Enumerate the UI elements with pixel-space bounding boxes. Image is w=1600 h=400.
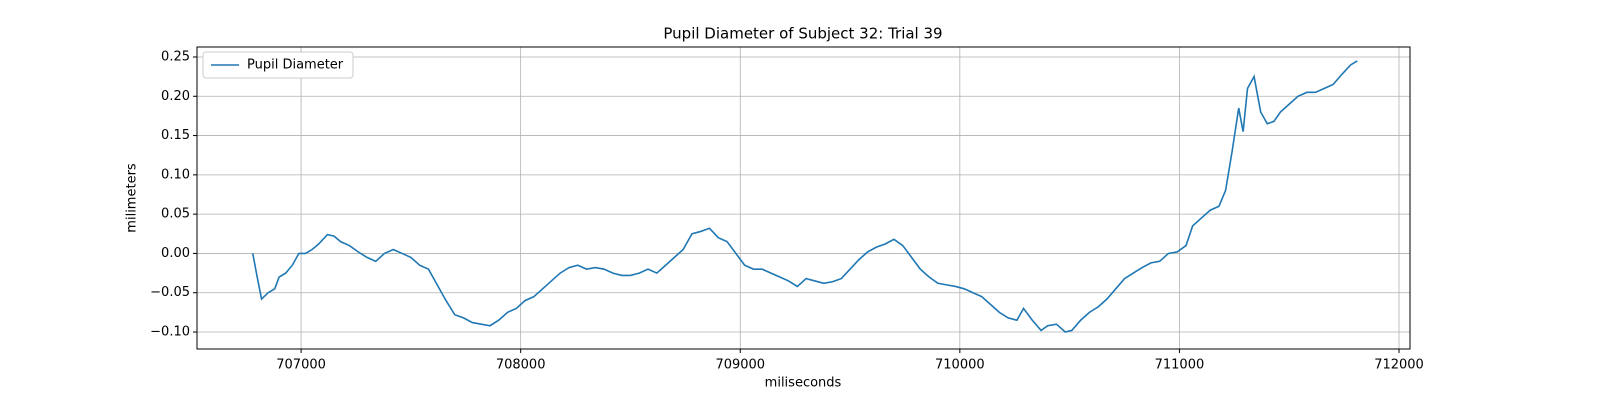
x-tick-label: 709000 bbox=[715, 358, 765, 373]
y-tick-label: 0.00 bbox=[161, 246, 190, 261]
x-tick-label: 712000 bbox=[1374, 358, 1424, 373]
legend-label: Pupil Diameter bbox=[247, 58, 344, 73]
y-axis-label: milimeters bbox=[125, 163, 140, 233]
x-tick-label: 711000 bbox=[1155, 358, 1205, 373]
plot-frame bbox=[196, 46, 1411, 350]
y-tick-label: 0.05 bbox=[161, 207, 190, 222]
y-tick-label: 0.15 bbox=[161, 128, 190, 143]
x-tick-label: 708000 bbox=[496, 358, 546, 373]
x-tick-label: 710000 bbox=[935, 358, 985, 373]
y-tick-label: 0.25 bbox=[161, 49, 190, 64]
x-tick-label: 707000 bbox=[276, 358, 326, 373]
legend-box bbox=[202, 51, 354, 79]
y-tick-label: 0.20 bbox=[161, 89, 190, 104]
x-axis-label: miliseconds bbox=[765, 376, 842, 391]
y-tick-label: −0.05 bbox=[150, 285, 190, 300]
y-tick-label: −0.10 bbox=[150, 325, 190, 340]
y-tick-label: 0.10 bbox=[161, 167, 190, 182]
data-line bbox=[251, 60, 1358, 333]
chart-title: Pupil Diameter of Subject 32: Trial 39 bbox=[663, 25, 942, 43]
